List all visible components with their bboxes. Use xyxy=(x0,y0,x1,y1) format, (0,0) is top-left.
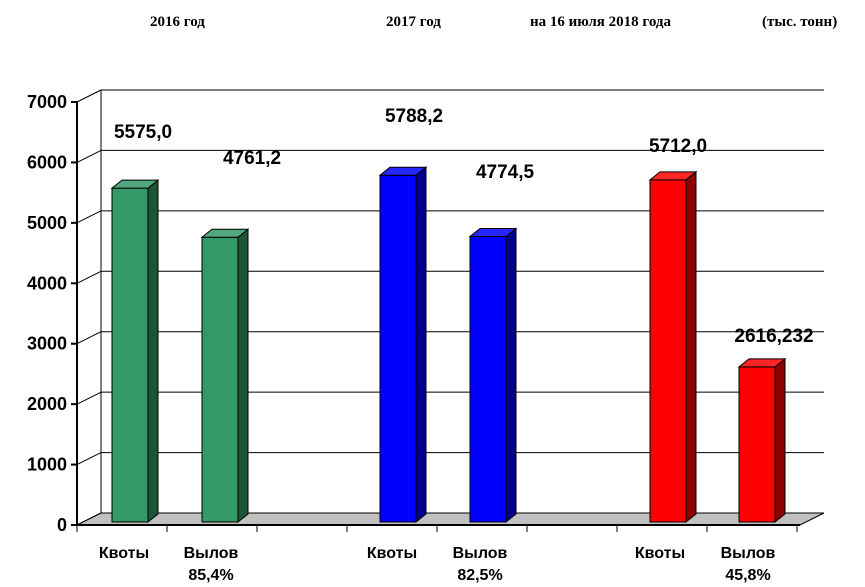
y-tick-label: 3000 xyxy=(27,334,67,354)
data-labels: 5575,0 4761,2 5788,2 4774,5 5712,0 2616,232 xyxy=(114,106,814,347)
bar xyxy=(111,187,149,523)
gridline-side xyxy=(76,149,102,163)
bar xyxy=(379,174,417,523)
gridlines xyxy=(76,89,824,526)
percent-label: 45,8% xyxy=(725,567,770,584)
bar-top xyxy=(378,166,428,176)
value-label: 4761,2 xyxy=(223,148,281,169)
y-tick-label: 1000 xyxy=(27,455,67,475)
value-label: 5575,0 xyxy=(114,122,172,143)
percent-label: 85,4% xyxy=(188,567,233,584)
y-tick-label: 6000 xyxy=(27,152,67,172)
value-label: 5712,0 xyxy=(649,136,707,157)
value-label: 5788,2 xyxy=(385,106,443,127)
floor xyxy=(76,512,825,526)
gridline-side xyxy=(76,89,102,103)
category-label: Вылов xyxy=(184,545,239,562)
percent-label: 82,5% xyxy=(457,567,502,584)
category-label: Квоты xyxy=(635,545,685,562)
gridline-side xyxy=(76,210,102,224)
value-label: 2616,232 xyxy=(734,326,813,347)
header-year-2018: на 16 июля 2018 года xyxy=(530,14,671,30)
bar xyxy=(649,179,687,523)
y-tick-label: 2000 xyxy=(27,394,67,414)
value-label: 4774,5 xyxy=(476,162,535,183)
bar-side xyxy=(147,179,159,524)
bar-top xyxy=(737,358,787,368)
bar-top xyxy=(200,228,250,238)
y-tick-label: 0 xyxy=(57,515,67,535)
bar-side xyxy=(505,227,517,524)
bar-top xyxy=(468,227,518,237)
bar-top xyxy=(648,171,698,181)
y-axis: 0 1000 2000 3000 4000 5000 6000 7000 xyxy=(27,92,77,535)
chart-walls xyxy=(76,90,102,525)
gridline-side xyxy=(76,391,102,405)
category-label: Вылов xyxy=(721,545,776,562)
bar-side xyxy=(415,166,427,524)
gridline-side xyxy=(76,331,102,345)
y-tick-label: 4000 xyxy=(27,273,67,293)
header-year-2016: 2016 год xyxy=(150,14,205,30)
gridline-side xyxy=(76,270,102,284)
category-labels: Квоты Вылов 85,4% Квоты Вылов 82,5% Квоты Вылов… xyxy=(76,525,798,584)
bars xyxy=(110,166,787,524)
y-tick-label: 7000 xyxy=(27,92,67,112)
bar xyxy=(469,235,507,523)
category-label: Квоты xyxy=(99,545,149,562)
bar xyxy=(738,366,776,523)
gridline-side xyxy=(76,452,102,466)
header-units: (тыс. тонн) xyxy=(762,14,838,30)
header-year-2017: 2017 год xyxy=(386,14,441,30)
bar-side xyxy=(685,170,697,524)
bar-side xyxy=(774,357,786,524)
bar-top xyxy=(110,179,160,189)
category-label: Вылов xyxy=(453,545,508,562)
y-tick-label: 5000 xyxy=(27,213,67,233)
bar-side xyxy=(237,228,249,524)
category-label: Квоты xyxy=(367,545,417,562)
chart-floor xyxy=(76,512,825,526)
bar xyxy=(201,236,239,523)
